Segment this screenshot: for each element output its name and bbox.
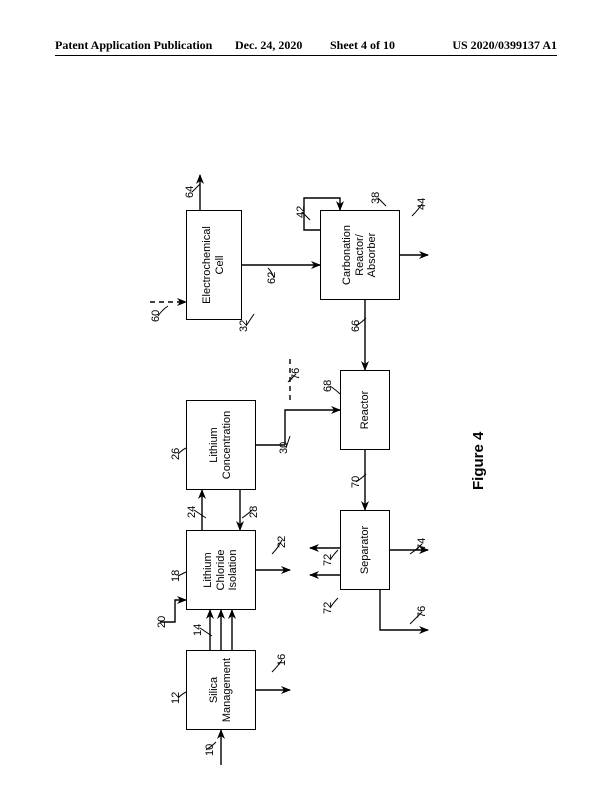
- ref-74: 74: [416, 538, 428, 550]
- ref-44: 44: [416, 198, 428, 210]
- ref-26: 26: [170, 448, 182, 460]
- ref-72: 72: [322, 602, 334, 614]
- ref-20: 20: [156, 616, 168, 628]
- ref-22: 22: [276, 536, 288, 548]
- header-rule: [55, 55, 557, 56]
- figure-diagram: SilicaManagement LithiumChlorideIsolatio…: [90, 110, 510, 750]
- ref-72: 72: [322, 554, 334, 566]
- ref-42: 42: [295, 206, 307, 218]
- ref-32: 32: [238, 320, 250, 332]
- ref-10: 10: [204, 744, 216, 756]
- ref-76: 76: [290, 368, 302, 380]
- ref-64: 64: [184, 186, 196, 198]
- box-lithium-chloride-isolation: LithiumChlorideIsolation: [186, 530, 256, 610]
- box-reactor: Reactor: [340, 370, 390, 450]
- ref-66: 66: [350, 320, 362, 332]
- ref-76: 76: [416, 606, 428, 618]
- ref-18: 18: [170, 570, 182, 582]
- pub-type: Patent Application Publication: [55, 38, 212, 53]
- pub-date: Dec. 24, 2020: [235, 38, 302, 53]
- box-separator: Separator: [340, 510, 390, 590]
- ref-38: 38: [370, 192, 382, 204]
- ref-14: 14: [192, 624, 204, 636]
- ref-62: 62: [266, 272, 278, 284]
- ref-70: 70: [350, 476, 362, 488]
- box-silica-management: SilicaManagement: [186, 650, 256, 730]
- arrow-a30b: [285, 410, 340, 445]
- ref-60: 60: [150, 310, 162, 322]
- ref-30: 30: [278, 442, 290, 454]
- pub-number: US 2020/0399137 A1: [452, 38, 557, 53]
- ref-68: 68: [322, 380, 334, 392]
- ref-16: 16: [276, 654, 288, 666]
- sheet-info: Sheet 4 of 10: [330, 38, 395, 53]
- ref-28: 28: [248, 506, 260, 518]
- ref-12: 12: [170, 692, 182, 704]
- ref-24: 24: [186, 506, 198, 518]
- box-carbonation-reactor: CarbonationReactor/Absorber: [320, 210, 400, 300]
- box-electrochemical-cell: ElectrochemicalCell: [186, 210, 242, 320]
- box-lithium-concentration: LithiumConcentration: [186, 400, 256, 490]
- figure-label: Figure 4: [470, 432, 487, 490]
